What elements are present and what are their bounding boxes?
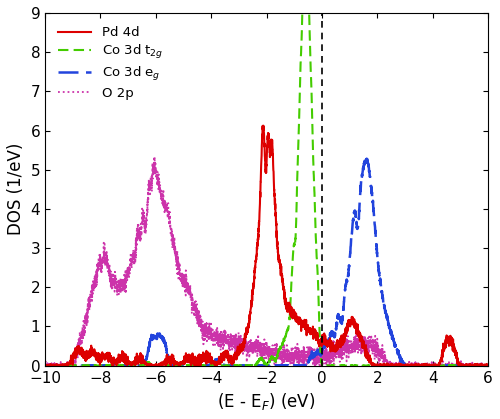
Co 3d t$_{2g}$ <box>252 362 258 367</box>
O 2p <box>450 361 456 366</box>
Pd 4d <box>252 259 258 264</box>
Pd 4d <box>472 363 478 368</box>
Co 3d t$_{2g}$ <box>228 363 234 368</box>
Line: Co 3d t$_{2g}$: Co 3d t$_{2g}$ <box>45 0 488 366</box>
O 2p <box>485 361 491 366</box>
Pd 4d <box>228 361 234 366</box>
O 2p <box>152 155 158 160</box>
Co 3d t$_{2g}$ <box>42 363 48 368</box>
O 2p <box>228 338 234 343</box>
Co 3d e$_g$ <box>232 363 238 368</box>
Y-axis label: DOS (1/eV): DOS (1/eV) <box>7 143 25 235</box>
Pd 4d <box>232 354 238 359</box>
Line: Co 3d e$_g$: Co 3d e$_g$ <box>45 159 488 366</box>
Co 3d t$_{2g}$ <box>232 363 238 368</box>
Pd 4d <box>364 349 370 354</box>
Pd 4d <box>260 123 266 128</box>
O 2p <box>232 342 238 347</box>
Line: Pd 4d: Pd 4d <box>45 126 488 366</box>
Line: O 2p: O 2p <box>45 157 488 366</box>
Co 3d e$_g$ <box>42 363 48 368</box>
Co 3d e$_g$ <box>364 159 370 164</box>
Co 3d e$_g$ <box>364 156 370 161</box>
Co 3d e$_g$ <box>252 363 258 368</box>
O 2p <box>252 343 258 348</box>
Pd 4d <box>485 363 491 368</box>
Co 3d t$_{2g}$ <box>364 363 370 368</box>
Co 3d e$_g$ <box>450 363 456 368</box>
O 2p <box>42 363 48 368</box>
O 2p <box>472 363 478 368</box>
Co 3d e$_g$ <box>228 363 234 368</box>
Co 3d t$_{2g}$ <box>485 363 491 368</box>
O 2p <box>364 337 370 342</box>
Pd 4d <box>42 363 48 368</box>
Pd 4d <box>42 363 48 368</box>
Pd 4d <box>450 348 456 353</box>
Co 3d t$_{2g}$ <box>42 363 48 368</box>
Co 3d t$_{2g}$ <box>450 363 456 368</box>
X-axis label: (E - E$_F$) (eV): (E - E$_F$) (eV) <box>218 391 316 412</box>
Legend: Pd 4d, Co 3d t$_{2g}$, Co 3d e$_g$, O 2p: Pd 4d, Co 3d t$_{2g}$, Co 3d e$_g$, O 2p <box>52 20 170 106</box>
Co 3d e$_g$ <box>485 363 491 368</box>
Co 3d e$_g$ <box>472 363 478 368</box>
Co 3d t$_{2g}$ <box>472 363 478 368</box>
